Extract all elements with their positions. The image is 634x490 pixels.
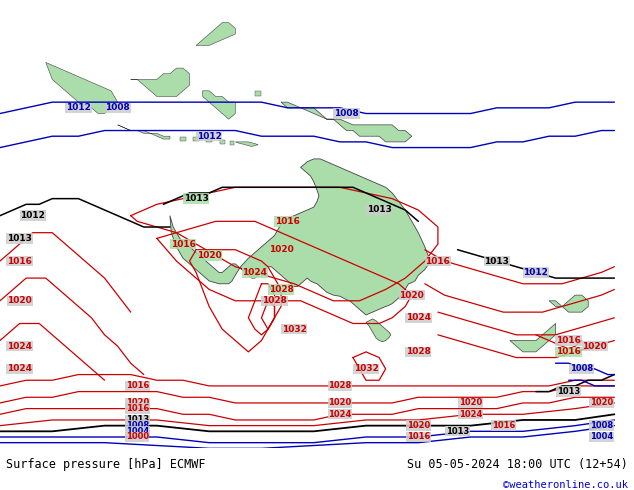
Text: 1016: 1016 bbox=[425, 257, 450, 266]
Text: 1032: 1032 bbox=[354, 365, 378, 373]
Polygon shape bbox=[203, 91, 235, 119]
Text: 1020: 1020 bbox=[269, 245, 294, 254]
Text: 1013: 1013 bbox=[557, 387, 580, 396]
Text: 1016: 1016 bbox=[491, 421, 515, 430]
Text: ©weatheronline.co.uk: ©weatheronline.co.uk bbox=[503, 480, 628, 490]
Text: 1020: 1020 bbox=[459, 398, 482, 408]
Text: 1024: 1024 bbox=[242, 268, 268, 277]
Text: 1013: 1013 bbox=[484, 257, 509, 266]
Text: 1020: 1020 bbox=[7, 296, 32, 305]
Text: 1013: 1013 bbox=[7, 234, 32, 243]
Text: 1000: 1000 bbox=[126, 433, 149, 441]
Text: 1008: 1008 bbox=[334, 109, 359, 118]
Polygon shape bbox=[131, 68, 190, 97]
Polygon shape bbox=[255, 91, 261, 97]
Polygon shape bbox=[235, 142, 258, 147]
Polygon shape bbox=[118, 125, 170, 139]
Text: 1013: 1013 bbox=[366, 205, 392, 215]
Text: 1024: 1024 bbox=[7, 365, 32, 373]
Text: 1024: 1024 bbox=[459, 410, 482, 419]
Text: 1016: 1016 bbox=[275, 217, 300, 226]
Polygon shape bbox=[180, 137, 186, 141]
Polygon shape bbox=[170, 159, 429, 315]
Text: 1013: 1013 bbox=[446, 427, 469, 436]
Text: 1013: 1013 bbox=[126, 416, 149, 424]
Text: 1016: 1016 bbox=[556, 347, 581, 356]
Text: 1008: 1008 bbox=[570, 365, 593, 373]
Text: 1020: 1020 bbox=[126, 398, 149, 408]
Text: 1016: 1016 bbox=[126, 404, 149, 413]
Text: Su 05-05-2024 18:00 UTC (12+54): Su 05-05-2024 18:00 UTC (12+54) bbox=[407, 458, 628, 471]
Text: 1008: 1008 bbox=[105, 103, 130, 112]
Text: 1016: 1016 bbox=[7, 257, 32, 266]
Polygon shape bbox=[206, 139, 212, 142]
Text: 1012: 1012 bbox=[66, 103, 91, 112]
Text: 1012: 1012 bbox=[20, 211, 45, 220]
Text: 1028: 1028 bbox=[262, 296, 287, 305]
Text: 1024: 1024 bbox=[7, 342, 32, 351]
Polygon shape bbox=[366, 319, 391, 342]
Text: 1032: 1032 bbox=[281, 325, 307, 334]
Text: 1012: 1012 bbox=[524, 268, 548, 277]
Text: 1016: 1016 bbox=[171, 240, 195, 248]
Text: 1016: 1016 bbox=[126, 381, 149, 391]
Text: 1012: 1012 bbox=[197, 132, 222, 141]
Text: 1024: 1024 bbox=[328, 410, 352, 419]
Text: 1004: 1004 bbox=[126, 427, 149, 436]
Text: 1008: 1008 bbox=[590, 421, 613, 430]
Text: 1020: 1020 bbox=[328, 398, 351, 408]
Text: 1028: 1028 bbox=[328, 381, 351, 391]
Polygon shape bbox=[219, 140, 225, 144]
Polygon shape bbox=[230, 141, 234, 145]
Text: 1024: 1024 bbox=[406, 313, 431, 322]
Text: 1020: 1020 bbox=[406, 421, 430, 430]
Text: 1013: 1013 bbox=[184, 194, 209, 203]
Polygon shape bbox=[510, 323, 555, 352]
Polygon shape bbox=[193, 137, 198, 141]
Polygon shape bbox=[281, 102, 411, 142]
Text: 1016: 1016 bbox=[556, 336, 581, 345]
Text: 1028: 1028 bbox=[406, 347, 430, 356]
Text: 1020: 1020 bbox=[583, 342, 607, 351]
Text: 1020: 1020 bbox=[590, 398, 613, 408]
Text: 1028: 1028 bbox=[269, 285, 294, 294]
Text: 1004: 1004 bbox=[590, 433, 613, 441]
Polygon shape bbox=[196, 23, 235, 46]
Text: Surface pressure [hPa] ECMWF: Surface pressure [hPa] ECMWF bbox=[6, 458, 206, 471]
Text: 1020: 1020 bbox=[197, 251, 221, 260]
Text: 1008: 1008 bbox=[126, 421, 149, 430]
Text: 1020: 1020 bbox=[399, 291, 424, 299]
Text: 1016: 1016 bbox=[406, 433, 430, 441]
Polygon shape bbox=[549, 295, 588, 312]
Polygon shape bbox=[46, 62, 118, 114]
